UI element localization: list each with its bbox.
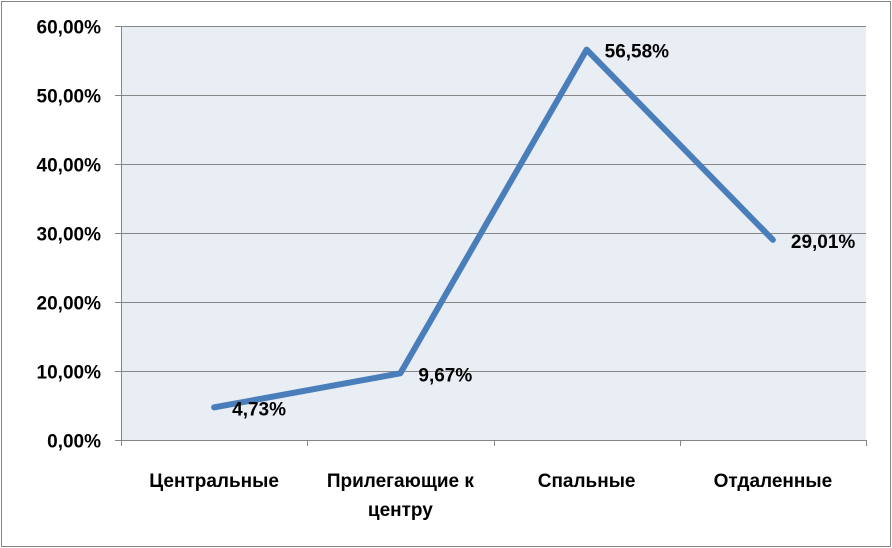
y-tick-label: 10,00% <box>37 363 102 384</box>
data-point <box>213 406 215 408</box>
data-point <box>399 372 401 374</box>
y-tick-label: 30,00% <box>37 225 102 246</box>
series-line <box>211 46 776 411</box>
y-tick-label: 60,00% <box>37 18 102 39</box>
x-category-label-line: Центральные <box>149 471 279 492</box>
data-label: 4,73% <box>232 399 286 420</box>
x-category-label: Прилегающие к центру <box>327 471 475 521</box>
x-category-label-line: Отдаленные <box>714 471 833 492</box>
x-category-label-line: Спальные <box>538 471 636 492</box>
axes <box>115 26 867 446</box>
x-axis-category-labels: Центральные Прилегающие к центру Спальные От… <box>149 471 832 521</box>
x-category-label: Спальные <box>538 471 636 492</box>
x-category-label: Отдаленные <box>714 471 833 492</box>
y-tick-label: 40,00% <box>37 156 102 177</box>
data-point <box>772 239 774 241</box>
y-tick-label: 20,00% <box>37 294 102 315</box>
y-axis-tick-labels: 0,00% 10,00% 20,00% 30,00% 40,00% 50,00% 60,00… <box>37 18 102 453</box>
data-label: 29,01% <box>791 232 856 253</box>
y-tick-label: 0,00% <box>47 432 101 453</box>
series-line-path <box>211 46 776 411</box>
data-labels: 4,73% 9,67% 56,58% 29,01% <box>232 42 855 421</box>
data-label: 9,67% <box>418 365 472 386</box>
data-label: 56,58% <box>605 42 670 63</box>
data-point <box>586 49 588 51</box>
gridlines <box>115 26 866 441</box>
y-tick-label: 50,00% <box>37 87 102 108</box>
x-category-label-line: центру <box>368 500 433 521</box>
x-category-label: Центральные <box>149 471 279 492</box>
x-category-label-line: Прилегающие к <box>327 471 475 492</box>
